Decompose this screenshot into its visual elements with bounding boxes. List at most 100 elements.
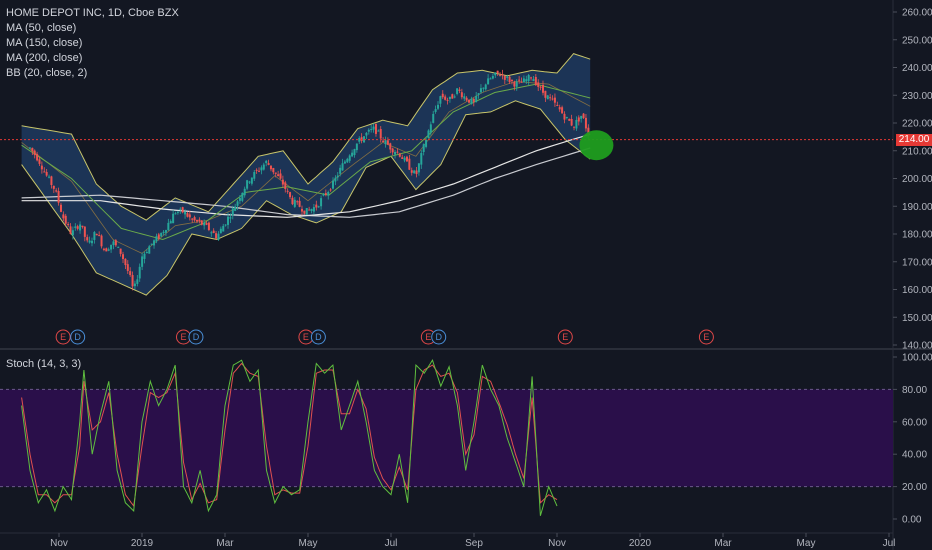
candle-body: [262, 164, 265, 170]
candle-body: [138, 266, 141, 279]
event-marker-circle: [70, 329, 86, 345]
dividend-marker[interactable]: D: [431, 329, 447, 345]
stoch-tick-label: 40.00: [902, 450, 927, 461]
candle-body: [62, 214, 65, 219]
candle-body: [479, 88, 482, 93]
candle-body: [575, 119, 578, 129]
candle-body: [277, 174, 280, 177]
candle-body: [298, 200, 301, 207]
candle-body: [145, 251, 148, 253]
candle-body: [217, 233, 220, 240]
candle-body: [52, 185, 55, 189]
candle-body: [458, 89, 461, 91]
candle-body: [379, 129, 382, 139]
dividend-marker[interactable]: D: [310, 329, 326, 345]
candle-body: [444, 96, 447, 100]
time-tick-label: May: [797, 538, 816, 549]
symbol-title[interactable]: HOME DEPOT INC, 1D, Cboe BZX: [6, 7, 179, 19]
time-tick-label: Sep: [465, 538, 483, 549]
candle-body: [69, 226, 72, 234]
candle-body: [410, 170, 413, 173]
candle-body: [76, 226, 79, 229]
candle-body: [117, 246, 120, 248]
candle-body: [520, 81, 523, 83]
candle-body: [329, 189, 332, 191]
candle-body: [186, 213, 189, 217]
candle-body: [176, 211, 179, 213]
earnings-marker[interactable]: E: [176, 329, 191, 345]
bb-basis-line: [21, 80, 591, 254]
dividend-marker[interactable]: D: [70, 329, 86, 345]
candle-body: [432, 113, 435, 123]
legend-bb[interactable]: BB (20, close, 2): [6, 67, 88, 79]
candle-body: [31, 147, 34, 152]
event-marker-circle: [310, 329, 326, 345]
event-marker-label: D: [315, 332, 322, 342]
price-tick-label: 230.00: [902, 91, 932, 102]
legend-ma150[interactable]: MA (150, close): [6, 37, 83, 49]
candle-body: [74, 226, 77, 228]
candle-body: [573, 126, 576, 128]
candle-body: [312, 207, 315, 212]
stoch-tick-label: 80.00: [902, 385, 927, 396]
candle-body: [110, 244, 113, 250]
candle-body: [279, 173, 282, 179]
legend-ma200[interactable]: MA (200, close): [6, 52, 83, 64]
candle-body: [48, 176, 51, 178]
candle-body: [181, 207, 184, 213]
candle-body: [401, 157, 404, 159]
candle-body: [377, 130, 380, 132]
candle-body: [43, 171, 46, 173]
price-tick-label: 210.00: [902, 146, 932, 157]
candle-body: [286, 190, 289, 192]
candle-body: [167, 222, 170, 231]
candle-body: [79, 224, 82, 231]
candle-body: [460, 92, 463, 98]
candle-body: [484, 84, 487, 90]
earnings-marker[interactable]: E: [55, 329, 71, 345]
candle-body: [558, 107, 561, 110]
event-marker-circle: [557, 329, 573, 345]
candle-body: [155, 236, 158, 242]
candle-body: [506, 76, 509, 78]
candle-body: [351, 152, 354, 157]
dividend-marker[interactable]: D: [188, 329, 204, 345]
candle-body: [308, 209, 311, 211]
candle-body: [499, 75, 502, 77]
candle-body: [124, 258, 127, 266]
candle-body: [160, 232, 163, 237]
candle-body: [420, 153, 423, 165]
price-tick-label: 240.00: [902, 63, 932, 74]
candle-body: [289, 192, 292, 198]
earnings-marker[interactable]: E: [298, 329, 314, 345]
candle-body: [425, 139, 428, 147]
candle-body: [468, 99, 471, 103]
candle-body: [260, 167, 263, 171]
candle-body: [36, 154, 39, 161]
candle-body: [107, 249, 110, 251]
candle-body: [518, 79, 521, 81]
candle-body: [534, 77, 537, 86]
candle-body: [487, 78, 490, 85]
candle-body: [212, 230, 215, 233]
candle-body: [434, 109, 437, 112]
ma50-line: [21, 83, 591, 241]
candle-body: [324, 193, 327, 195]
candle-body: [451, 94, 454, 99]
candle-body: [231, 208, 234, 216]
candle-body: [169, 221, 172, 224]
price-tick-label: 260.00: [902, 8, 932, 19]
earnings-marker[interactable]: E: [557, 329, 573, 345]
candle-body: [157, 234, 160, 239]
candle-body: [398, 153, 401, 157]
stoch-k-line: [21, 359, 558, 516]
candle-body: [532, 79, 535, 82]
stoch-legend[interactable]: Stoch (14, 3, 3): [6, 358, 82, 370]
earnings-marker[interactable]: E: [698, 329, 714, 345]
candle-body: [38, 159, 41, 164]
candle-body: [336, 175, 339, 178]
legend-ma50[interactable]: MA (50, close): [6, 22, 77, 34]
candle-body: [453, 96, 456, 98]
